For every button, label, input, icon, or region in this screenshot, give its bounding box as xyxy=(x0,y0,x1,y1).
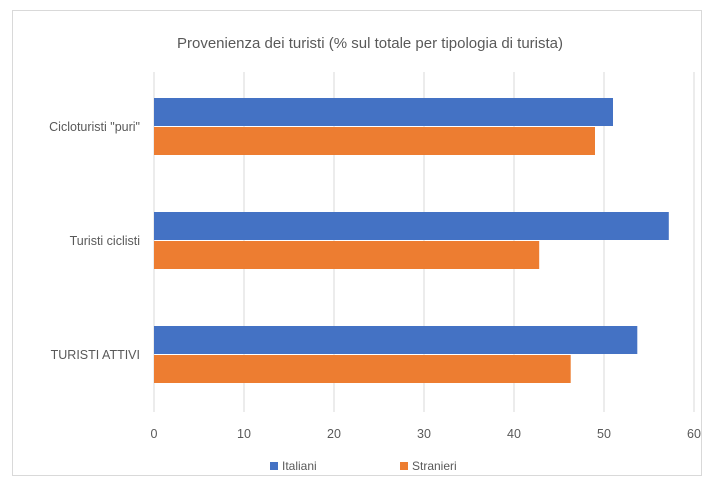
category-label: Cicloturisti "puri" xyxy=(49,120,140,134)
x-tick-label: 40 xyxy=(507,427,521,441)
legend-label-italiani: Italiani xyxy=(282,459,317,473)
bars xyxy=(154,98,669,383)
bar-italiani-1 xyxy=(154,212,669,240)
category-label: TURISTI ATTIVI xyxy=(51,348,140,362)
x-tick-label: 10 xyxy=(237,427,251,441)
x-tick-label: 60 xyxy=(687,427,701,441)
bar-stranieri-1 xyxy=(154,241,540,269)
x-axis-ticks: 0 10 20 30 40 50 60 xyxy=(151,427,701,441)
bar-stranieri-2 xyxy=(154,355,571,383)
category-labels: Cicloturisti "puri" Turisti ciclisti TURIS… xyxy=(49,120,140,362)
bar-italiani-0 xyxy=(154,98,613,126)
legend-label-stranieri: Stranieri xyxy=(412,459,457,473)
category-label: Turisti ciclisti xyxy=(70,234,140,248)
legend-swatch-italiani xyxy=(270,462,278,470)
bar-italiani-2 xyxy=(154,326,638,354)
legend-swatch-stranieri xyxy=(400,462,408,470)
chart-title: Provenienza dei turisti (% sul totale pe… xyxy=(177,35,563,52)
x-tick-label: 20 xyxy=(327,427,341,441)
x-tick-label: 30 xyxy=(417,427,431,441)
bar-stranieri-0 xyxy=(154,127,595,155)
x-tick-label: 0 xyxy=(151,427,158,441)
x-tick-label: 50 xyxy=(597,427,611,441)
legend: Italiani Stranieri xyxy=(270,459,457,473)
